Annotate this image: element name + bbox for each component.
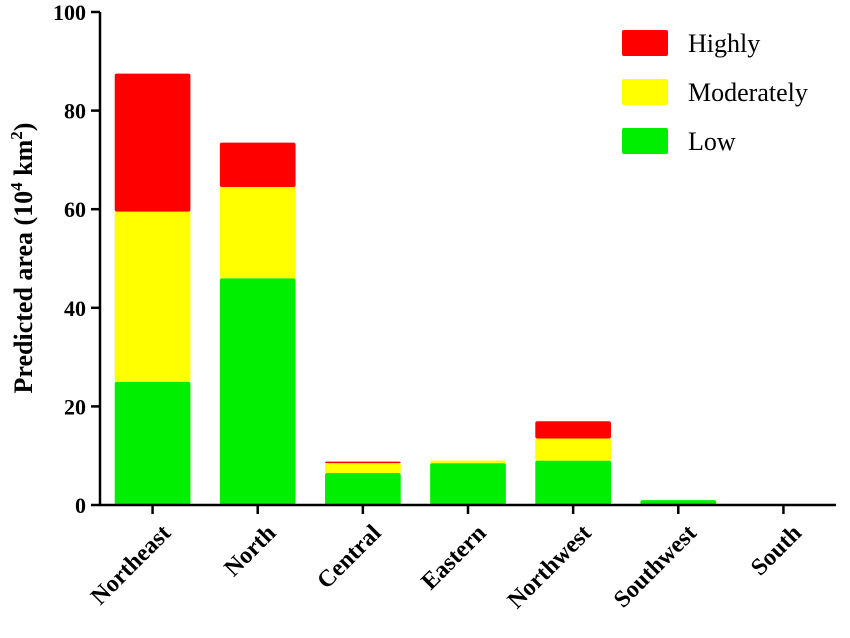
legend-label-highly: Highly	[688, 29, 760, 58]
y-tick-label: 60	[64, 197, 86, 222]
y-ticks-group: 0 20 40 60 80 100	[53, 0, 100, 518]
bar-eastern-low	[430, 463, 506, 505]
legend-label-moderately: Moderately	[688, 78, 808, 107]
x-tick-label: Central	[312, 520, 386, 594]
bar-central-highly	[325, 461, 401, 464]
bar-northwest-highly	[535, 421, 611, 439]
bar-central-low	[325, 472, 401, 505]
bar-eastern-moderately	[430, 460, 506, 464]
x-ticks-group: Northeast North Central Eastern Northwest Sou…	[86, 505, 807, 614]
y-tick-label: 100	[53, 0, 86, 25]
y-tick-label: 20	[64, 394, 86, 419]
y-tick-label: 0	[75, 493, 86, 518]
legend-swatch-highly	[622, 30, 668, 56]
x-tick-label: North	[220, 520, 282, 582]
x-tick-label: Southwest	[609, 520, 702, 613]
bar-central-moderately	[325, 463, 401, 473]
x-tick-label: Northwest	[503, 520, 597, 614]
x-tick-label: Northeast	[86, 520, 176, 610]
x-tick-label: South	[746, 520, 807, 581]
legend: Highly Moderately Low	[622, 29, 808, 156]
y-axis-title: Predicted area (104 km2)	[7, 123, 38, 394]
y-tick-label: 80	[64, 99, 86, 124]
bar-northwest-moderately	[535, 438, 611, 461]
bar-north-moderately	[219, 187, 296, 279]
y-tick-label: 40	[64, 296, 86, 321]
bar-north-highly	[219, 142, 296, 188]
legend-swatch-moderately	[622, 79, 668, 105]
bar-northeast-highly	[114, 73, 191, 212]
bar-northeast-moderately	[114, 211, 191, 382]
legend-label-low: Low	[688, 127, 736, 156]
bar-northwest-low	[535, 460, 611, 505]
x-tick-label: Eastern	[417, 520, 492, 595]
bars-group	[114, 73, 717, 505]
bar-north-low	[219, 278, 296, 505]
bar-northeast-low	[114, 381, 191, 505]
legend-swatch-low	[622, 128, 668, 154]
